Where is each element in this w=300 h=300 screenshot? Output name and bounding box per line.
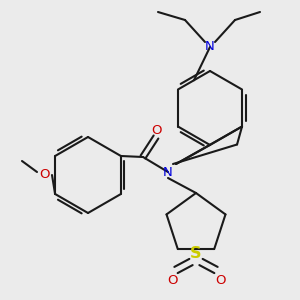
Text: O: O — [167, 274, 177, 287]
Text: O: O — [151, 124, 161, 137]
Text: O: O — [215, 274, 225, 287]
Text: S: S — [190, 247, 202, 262]
Text: N: N — [163, 166, 173, 178]
Text: O: O — [39, 169, 49, 182]
Text: N: N — [205, 40, 215, 53]
